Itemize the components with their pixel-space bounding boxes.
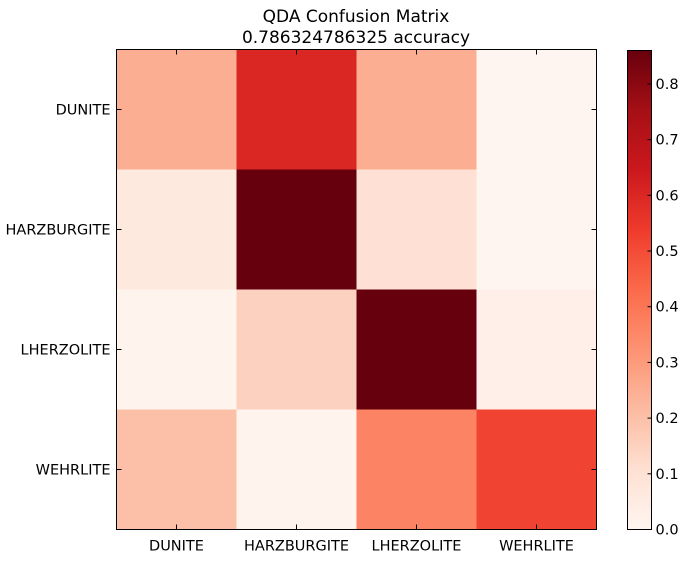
colorbar-tick-label: 0.6 [656, 188, 679, 204]
colorbar-tick-label: 0.0 [656, 523, 679, 539]
heatmap-cell [476, 409, 597, 530]
colorbar-tick-label: 0.3 [656, 355, 679, 371]
heatmap-cell [356, 49, 477, 170]
y-tick-label: DUNITE [56, 103, 111, 119]
colorbar-tick-label: 0.7 [656, 133, 679, 149]
heatmap-cells [116, 49, 597, 530]
chart-title: QDA Confusion Matrix [263, 7, 450, 27]
heatmap-cell [476, 169, 597, 290]
chart-subtitle: 0.786324786325 accuracy [242, 28, 470, 48]
x-tick-label: WEHRLITE [499, 539, 574, 555]
colorbar: 0.0 0.1 0.2 0.3 0.4 0.5 0.6 0.7 0.8 [627, 50, 679, 539]
colorbar-frame [627, 50, 652, 530]
colorbar-tick-label: 0.4 [656, 300, 679, 316]
y-tick-label: HARZBURGITE [6, 223, 111, 239]
heatmap-cell [236, 49, 357, 170]
heatmap-cell [116, 49, 237, 170]
heatmap-cell [116, 289, 237, 410]
heatmap-cell [116, 409, 237, 530]
colorbar-tick-label: 0.5 [656, 244, 679, 260]
heatmap-cell [116, 169, 237, 290]
x-tick-label: DUNITE [149, 539, 204, 555]
heatmap-cell [356, 169, 477, 290]
heatmap-cell [356, 289, 477, 410]
x-axis-ticks: DUNITE HARZBURGITE LHERZOLITE WEHRLITE [149, 49, 574, 555]
heatmap-cell [356, 409, 477, 530]
x-tick-label: HARZBURGITE [244, 539, 349, 555]
x-tick-label: LHERZOLITE [372, 539, 462, 555]
colorbar-tick-label: 0.1 [656, 467, 679, 483]
y-tick-label: WEHRLITE [36, 463, 111, 479]
colorbar-ticks: 0.0 0.1 0.2 0.3 0.4 0.5 0.6 0.7 0.8 [647, 77, 679, 539]
heatmap-cell [236, 409, 357, 530]
colorbar-tick-label: 0.2 [656, 411, 679, 427]
colorbar-gradient [627, 50, 651, 529]
colorbar-tick-label: 0.8 [656, 77, 679, 93]
y-tick-label: LHERZOLITE [21, 343, 111, 359]
heatmap-cell [476, 49, 597, 170]
heatmap-cell [476, 289, 597, 410]
heatmap-cell [236, 169, 357, 290]
plot-frame [116, 49, 597, 530]
y-axis-ticks: DUNITE HARZBURGITE LHERZOLITE WEHRLITE [6, 103, 597, 479]
heatmap-cell [236, 289, 357, 410]
